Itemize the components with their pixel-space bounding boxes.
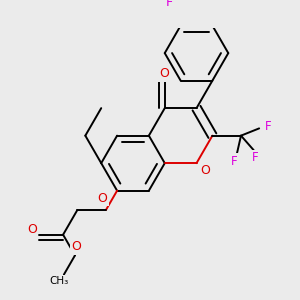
- Text: F: F: [252, 151, 259, 164]
- Text: O: O: [71, 240, 81, 253]
- Text: F: F: [166, 0, 173, 9]
- Text: O: O: [98, 192, 107, 205]
- Text: O: O: [201, 164, 211, 177]
- Text: O: O: [27, 223, 37, 236]
- Text: F: F: [231, 154, 238, 168]
- Text: F: F: [265, 120, 272, 133]
- Text: O: O: [159, 68, 169, 80]
- Text: CH₃: CH₃: [50, 276, 69, 286]
